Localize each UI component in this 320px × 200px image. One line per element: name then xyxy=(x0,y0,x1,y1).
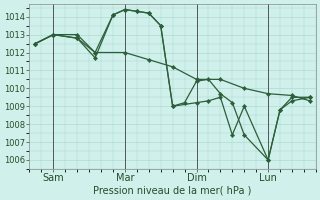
X-axis label: Pression niveau de la mer( hPa ): Pression niveau de la mer( hPa ) xyxy=(93,186,252,196)
